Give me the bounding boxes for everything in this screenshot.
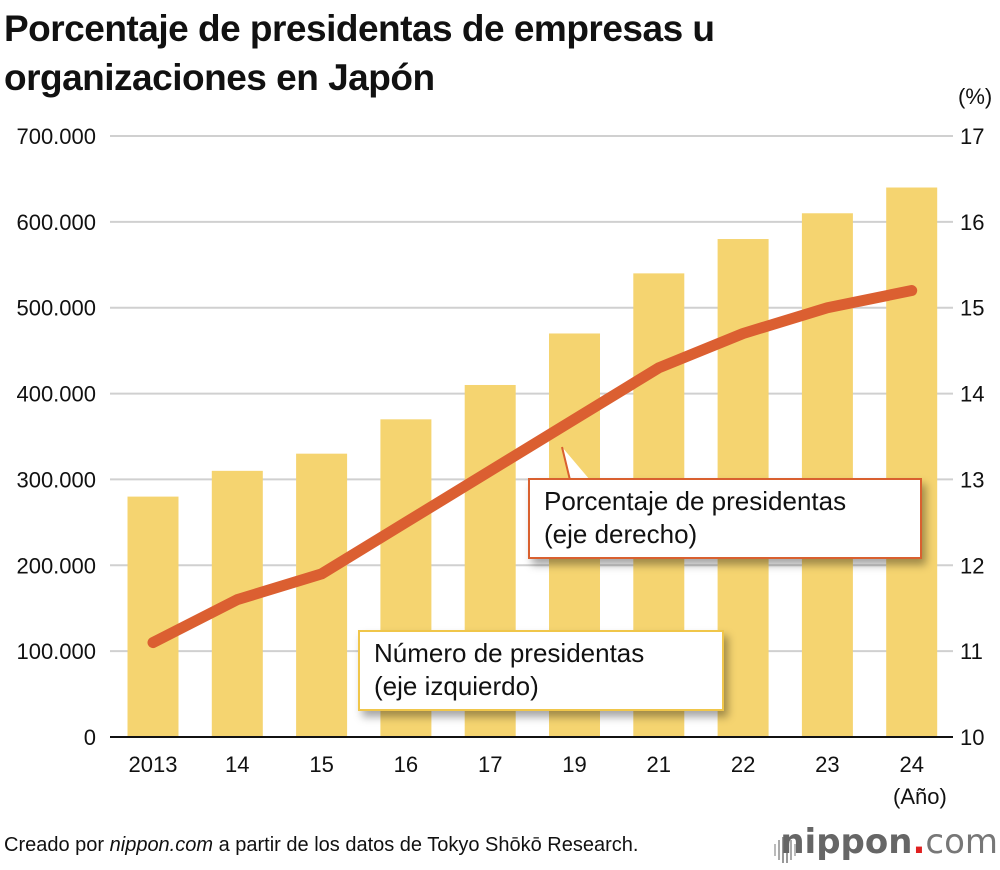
left-tick-label: 500.000 xyxy=(16,296,96,321)
x-tick-label: 19 xyxy=(562,752,586,777)
brand-name: nippon xyxy=(780,822,913,862)
callout-number-line1: Número de presidentas xyxy=(374,638,645,668)
callout-percentage-line1: Porcentaje de presidentas xyxy=(544,486,847,516)
right-tick-label: 12 xyxy=(960,553,984,578)
line-series xyxy=(147,285,918,649)
nippon-logo-icon xyxy=(774,837,796,863)
left-tick-label: 400.000 xyxy=(16,382,96,407)
source-note: Creado por nippon.com a partir de los da… xyxy=(4,834,638,857)
x-axis-label: (Año) xyxy=(893,784,947,809)
x-tick-label: 16 xyxy=(394,752,418,777)
brand-tld: com xyxy=(925,822,998,862)
left-tick-label: 700.000 xyxy=(16,124,96,149)
legend-callout-number: Número de presidentas (eje izquierdo) xyxy=(358,630,724,711)
x-tick-label: 15 xyxy=(309,752,333,777)
left-tick-label: 0 xyxy=(84,725,96,750)
right-axis-ticks: 10 11 12 13 14 15 16 17 xyxy=(960,124,984,750)
brand-dot: . xyxy=(912,822,926,862)
x-tick-label: 24 xyxy=(899,752,923,777)
callout-number-line2: (eje izquierdo) xyxy=(374,671,539,701)
bar-23 xyxy=(801,213,853,737)
right-tick-label: 13 xyxy=(960,467,984,492)
right-tick-label: 15 xyxy=(960,296,984,321)
right-tick-label: 14 xyxy=(960,382,984,407)
right-tick-label: 11 xyxy=(960,639,983,664)
left-tick-label: 200.000 xyxy=(16,553,96,578)
source-suffix: a partir de los datos de Tokyo Shōkō Res… xyxy=(213,834,639,856)
x-tick-label: 21 xyxy=(647,752,671,777)
right-tick-label: 17 xyxy=(960,124,984,149)
bar-24 xyxy=(886,187,938,737)
chart-title: Porcentaje de presidentas de empresas u … xyxy=(4,8,715,98)
source-site: nippon.com xyxy=(109,834,214,856)
x-tick-label: 22 xyxy=(731,752,755,777)
left-tick-label: 600.000 xyxy=(16,210,96,235)
x-tick-label: 14 xyxy=(225,752,249,777)
legend-callout-percentage: Porcentaje de presidentas (eje derecho) xyxy=(528,478,922,559)
x-tick-label: 23 xyxy=(815,752,839,777)
right-axis-unit: (%) xyxy=(958,84,992,109)
right-tick-label: 16 xyxy=(960,210,984,235)
left-tick-label: 100.000 xyxy=(16,639,96,664)
x-tick-label: 2013 xyxy=(129,752,178,777)
brand-logo: nippon.com xyxy=(780,822,998,862)
left-axis-ticks: 0 100.000 200.000 300.000 400.000 500.000 600.… xyxy=(16,124,96,750)
x-axis-ticks: 2013 14 15 16 17 19 21 22 23 24 xyxy=(129,752,924,777)
bar-15 xyxy=(296,453,348,737)
right-tick-label: 10 xyxy=(960,725,984,750)
x-tick-label: 17 xyxy=(478,752,502,777)
source-prefix: Creado por xyxy=(4,834,110,856)
percentage-line xyxy=(147,285,918,649)
callout-percentage-line2: (eje derecho) xyxy=(544,519,698,549)
bar-2013 xyxy=(127,496,179,737)
left-tick-label: 300.000 xyxy=(16,467,96,492)
